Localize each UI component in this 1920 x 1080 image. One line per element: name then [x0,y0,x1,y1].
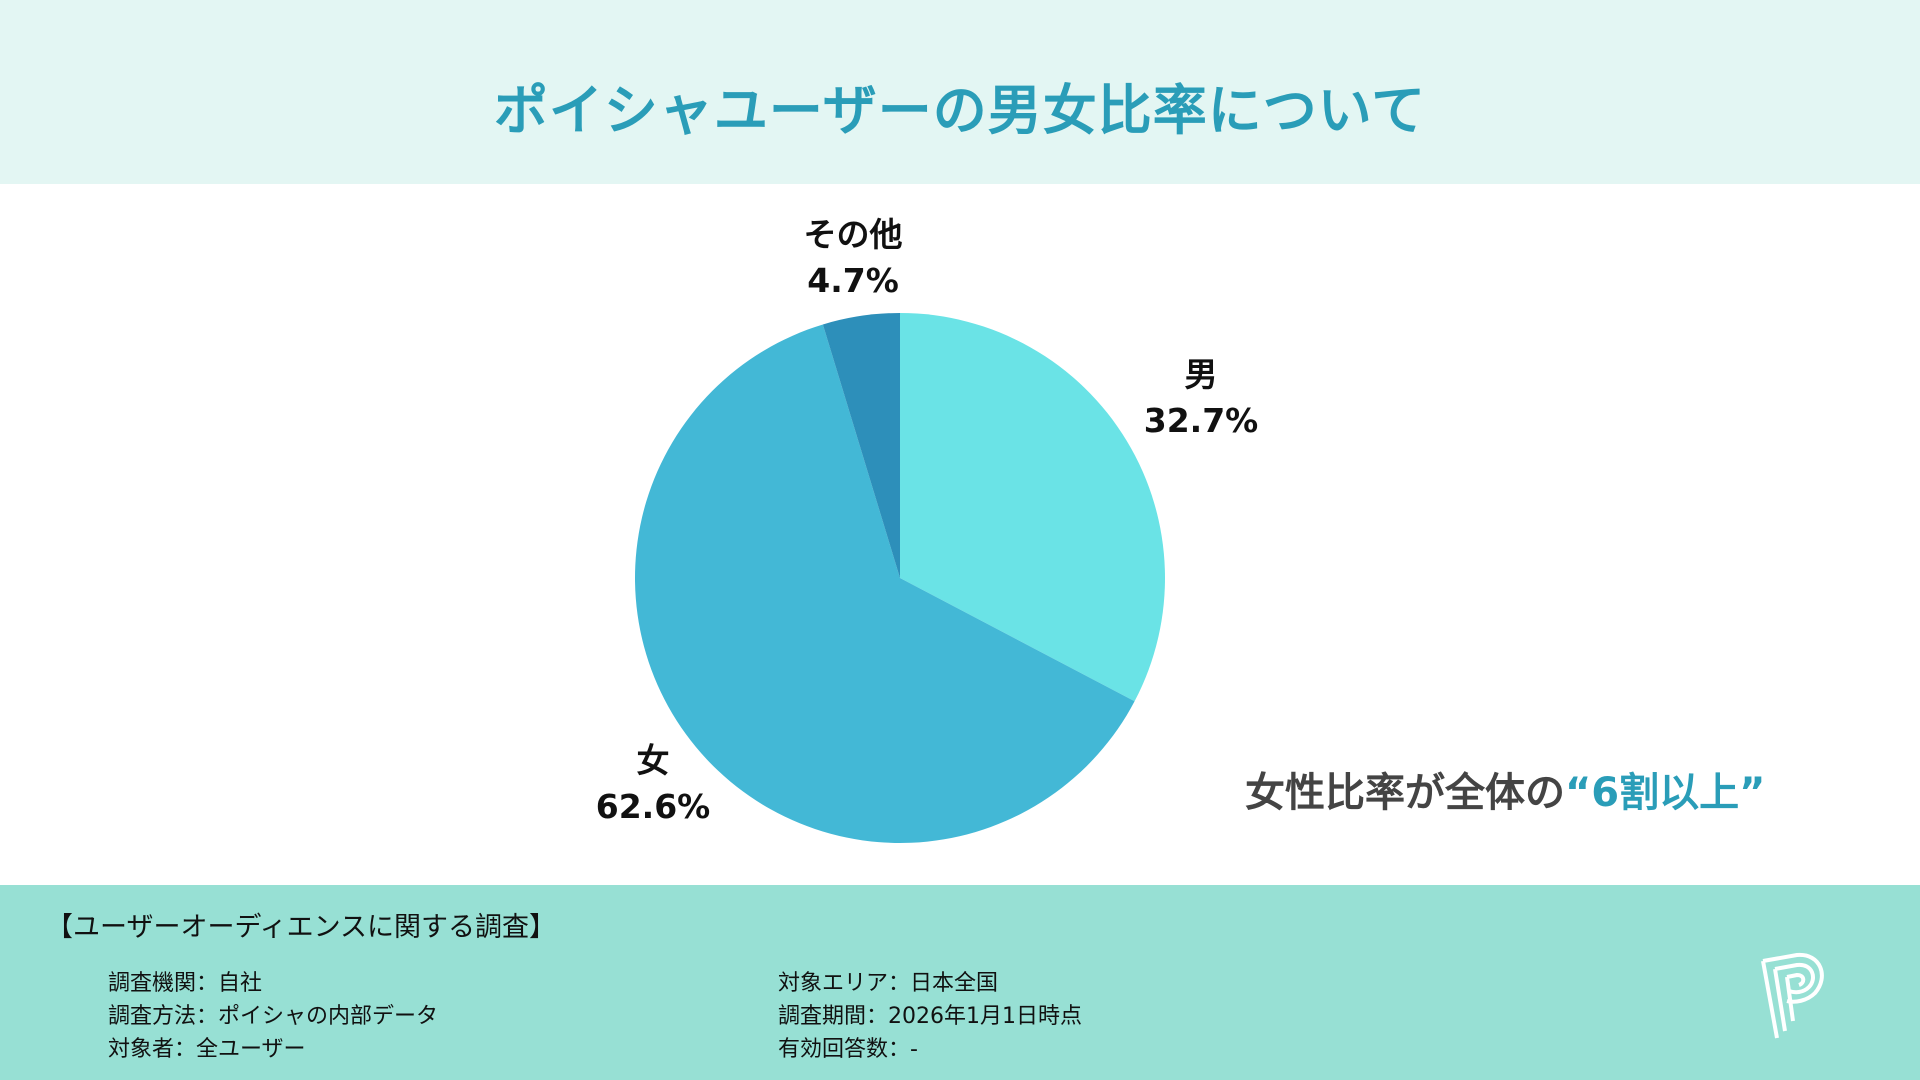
survey-area: 対象エリア：日本全国 [778,971,999,996]
survey-responses: 有効回答数：- [778,1037,918,1062]
page-title: ポイシャユーザーの男女比率について [493,79,1427,142]
slice-label-value: 62.6% [595,787,711,826]
slice-label-value: 32.7% [1143,401,1259,440]
pie-slice-other [822,313,900,578]
survey-method: 調査方法：ポイシャの内部データ [108,1004,439,1029]
header-band: ポイシャユーザーの男女比率について [0,0,1920,184]
slice-label-female: 女 62.6% [596,738,711,830]
survey-heading: 【ユーザーオーディエンスに関する調査】 [46,912,557,943]
pie-slice-female [635,324,1135,843]
brand-logo-icon [1761,952,1824,1039]
slice-label-value: 4.7% [807,261,899,300]
callout-prefix: 女性比率が全体の [1245,770,1565,816]
slice-label-name: 男 [1184,355,1218,394]
footer-band: 【ユーザーオーディエンスに関する調査】 調査機関：自社 調査方法：ポイシャの内部… [0,885,1920,1080]
slice-label-other: その他 4.7% [804,212,903,304]
pie-chart [635,313,1165,843]
slice-label-male: 男 32.7% [1144,352,1259,444]
slice-label-name: 女 [636,741,670,780]
survey-org: 調査機関：自社 [108,971,263,996]
callout-highlight: “6割以上” [1565,770,1766,816]
pie-slice-male [900,313,1165,702]
slice-label-name: その他 [803,215,903,254]
callout-text: 女性比率が全体の“6割以上” [1245,760,1765,818]
survey-details-right: 対象エリア：日本全国 調査期間：2026年1月1日時点 有効回答数：- [778,967,1082,1066]
survey-target: 対象者：全ユーザー [108,1037,306,1062]
survey-period: 調査期間：2026年1月1日時点 [778,1004,1082,1029]
survey-details-left: 調査機関：自社 調査方法：ポイシャの内部データ 対象者：全ユーザー [108,967,438,1066]
